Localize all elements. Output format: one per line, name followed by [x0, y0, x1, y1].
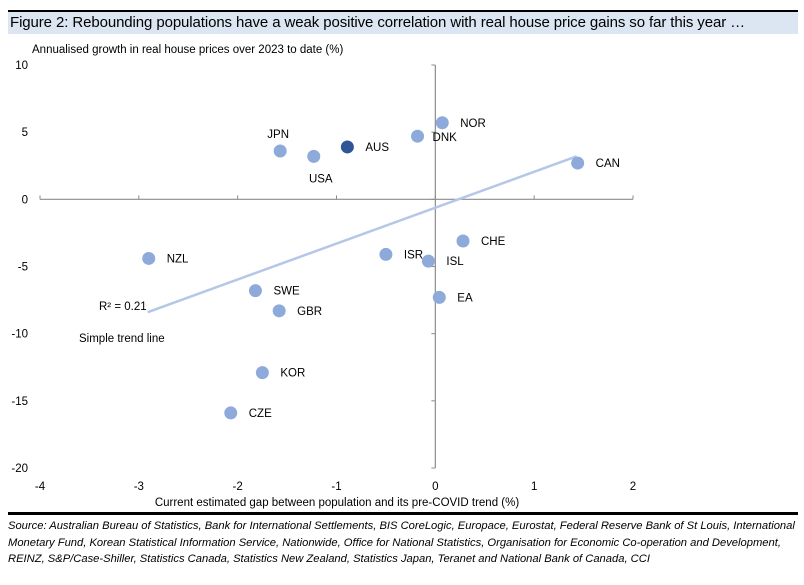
data-label-aus: AUS — [365, 142, 389, 154]
source-note: Source: Australian Bureau of Statistics,… — [8, 520, 795, 565]
y-axis: 10 5 0 -5 -10 -15 -20 — [11, 60, 436, 475]
data-point-dnk — [411, 129, 425, 143]
data-label-swe: SWE — [273, 286, 300, 298]
y-tick-label: -10 — [11, 329, 28, 341]
data-label-che: CHE — [481, 236, 506, 248]
trend-line-annotation: Simple trend line — [79, 333, 165, 345]
r2-annotation: R² = 0.21 — [99, 301, 147, 313]
data-label-nor: NOR — [460, 118, 486, 130]
x-tick-label: 1 — [531, 481, 537, 493]
x-tick-label: -4 — [35, 481, 46, 493]
y-tick-label: -5 — [18, 262, 28, 274]
data-point-aus — [340, 140, 354, 154]
data-label-nzl: NZL — [167, 253, 189, 265]
data-label-isl: ISL — [446, 256, 464, 268]
data-point-nor — [435, 116, 449, 130]
data-label-jpn: JPN — [267, 129, 289, 141]
data-label-usa: USA — [309, 173, 333, 185]
data-point-cze — [224, 406, 238, 420]
x-tick-label: -1 — [331, 481, 341, 493]
x-axis-title: Current estimated gap between population… — [155, 497, 520, 509]
data-point-nzl — [142, 251, 156, 265]
y-axis-title: Annualised growth in real house prices o… — [32, 44, 343, 56]
y-tick-label: -20 — [11, 463, 28, 475]
figure-title: Figure 2: Rebounding populations have a … — [10, 14, 746, 31]
data-point-che — [456, 234, 470, 248]
y-tick-label: -15 — [11, 396, 28, 408]
x-axis: -4 -3 -2 -1 0 1 2 — [35, 195, 636, 493]
x-tick-label: -2 — [233, 481, 243, 493]
data-label-can: CAN — [596, 158, 620, 170]
y-tick-label: 5 — [22, 127, 28, 139]
data-point-ea — [432, 290, 446, 304]
data-point-gbr — [272, 304, 286, 318]
y-tick-label: 10 — [15, 60, 28, 72]
data-point-usa — [307, 149, 321, 163]
x-tick-label: -3 — [134, 481, 144, 493]
x-tick-label: 0 — [432, 481, 438, 493]
data-label-ea: EA — [457, 292, 473, 304]
data-point-kor — [255, 366, 269, 380]
data-point-swe — [248, 284, 262, 298]
x-tick-label: 2 — [630, 481, 636, 493]
data-label-dnk: DNK — [433, 132, 458, 144]
y-tick-label: 0 — [22, 194, 28, 206]
data-label-cze: CZE — [249, 408, 272, 420]
figure-title-bar: Figure 2: Rebounding populations have a … — [8, 10, 798, 34]
bottom-rule — [8, 512, 798, 515]
data-point-jpn — [273, 144, 287, 158]
data-point-can — [571, 156, 585, 170]
data-label-isr: ISR — [404, 249, 423, 261]
data-label-gbr: GBR — [297, 306, 322, 318]
data-label-kor: KOR — [280, 368, 305, 380]
trend-line — [147, 155, 578, 314]
data-point-isr — [379, 247, 393, 261]
data-point-isl — [421, 254, 435, 268]
